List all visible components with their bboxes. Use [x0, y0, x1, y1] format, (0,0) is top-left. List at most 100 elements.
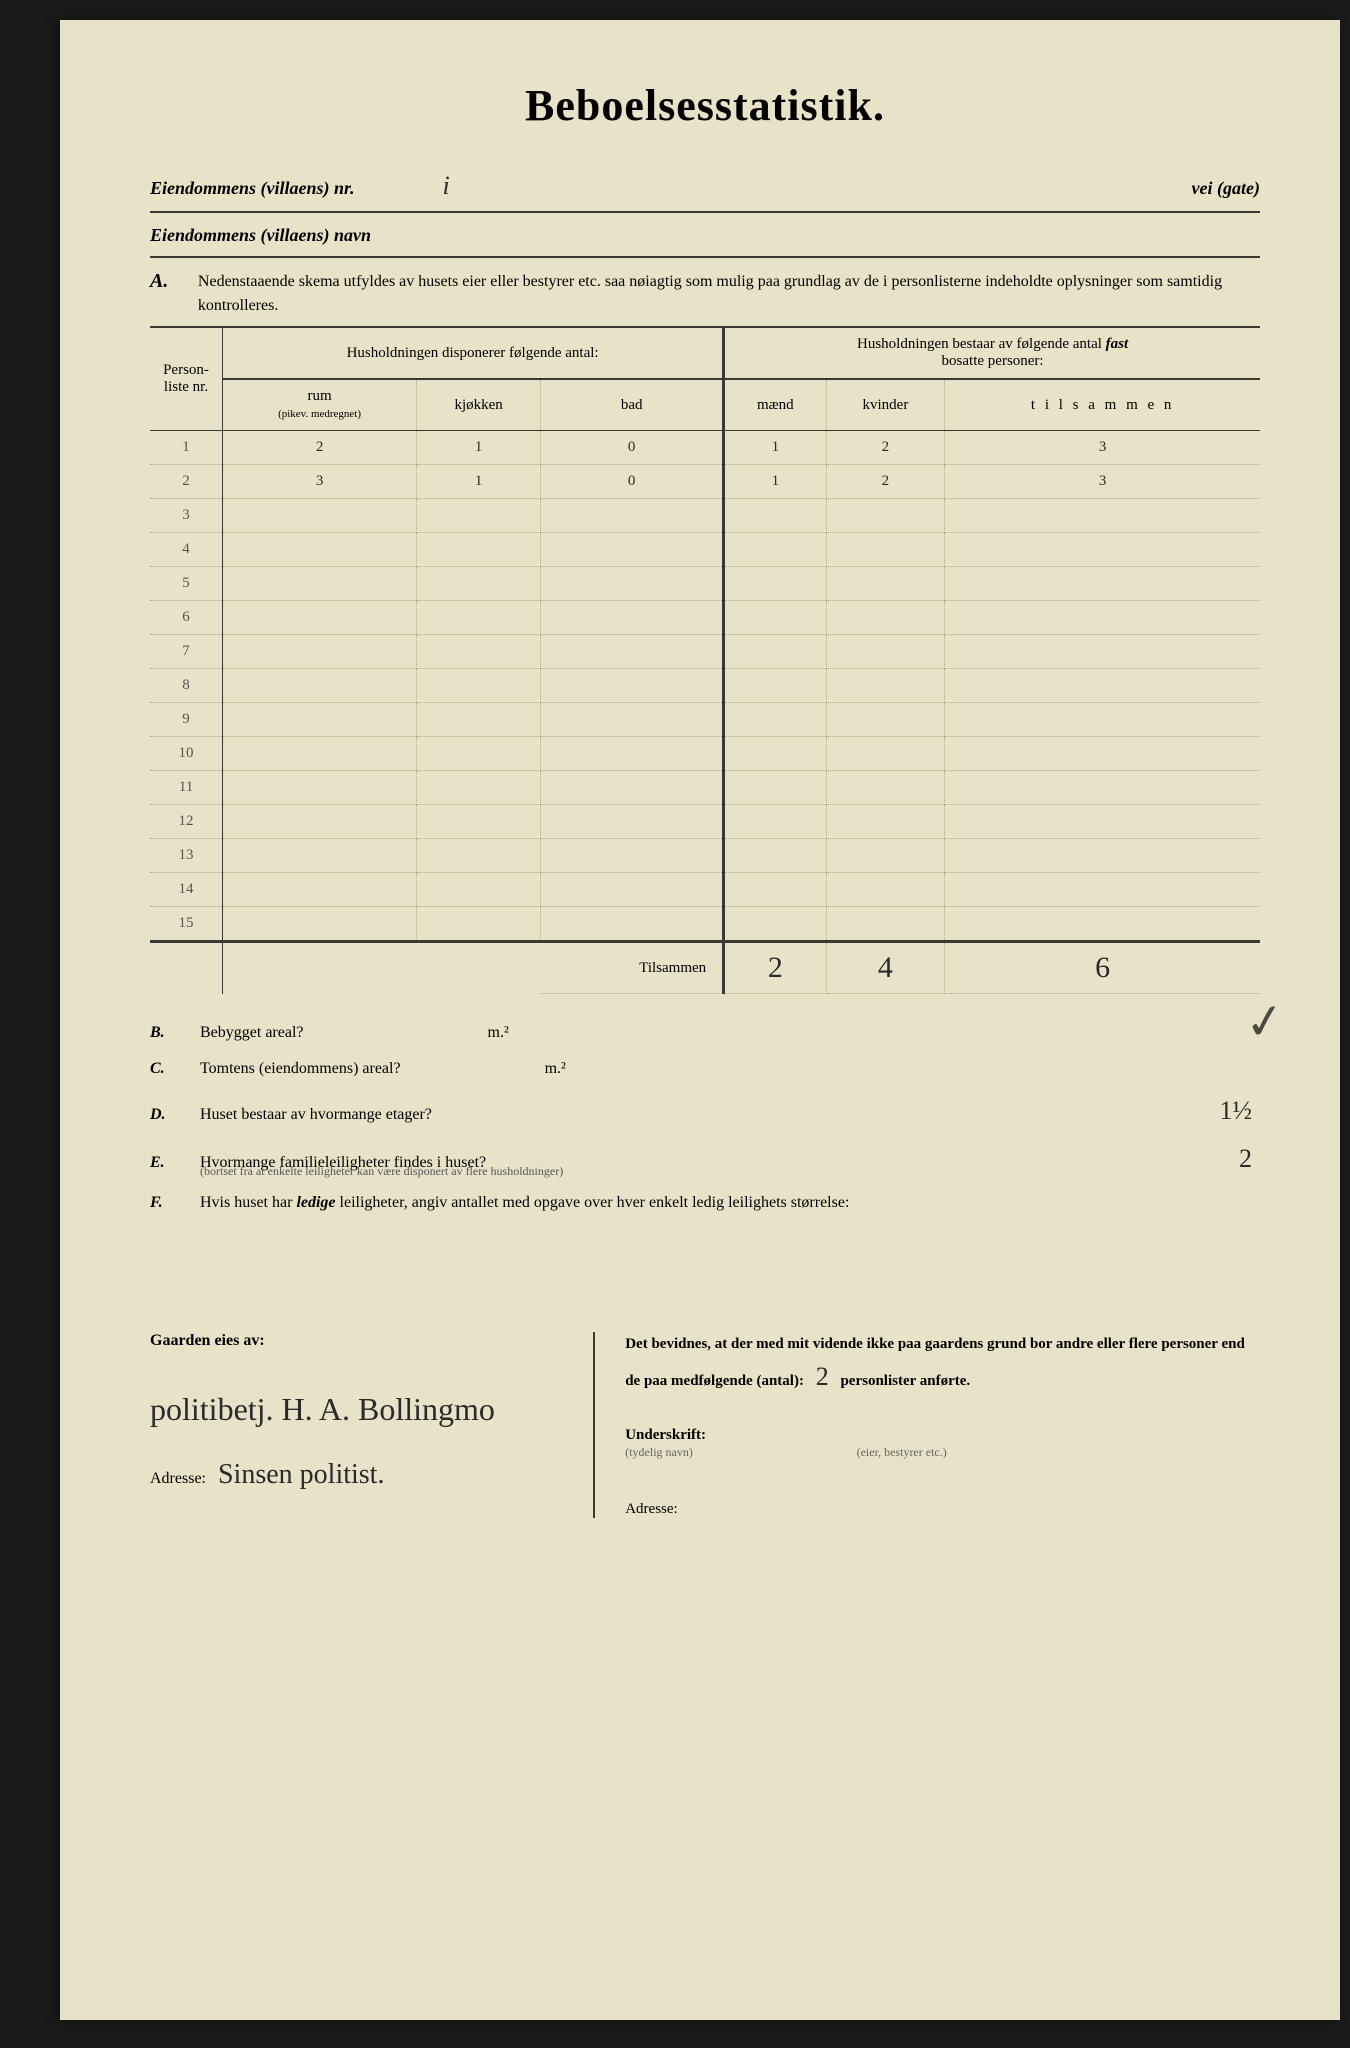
cell-maend	[724, 839, 826, 873]
section-a-instructions: Nedenstaaende skema utfyldes av husets e…	[198, 270, 1260, 318]
cell-tilsammen	[945, 703, 1260, 737]
cell-tilsammen	[945, 499, 1260, 533]
th-personliste: Person-liste nr.	[150, 327, 223, 431]
cell-nr: 13	[150, 839, 223, 873]
cell-rum	[223, 567, 417, 601]
attestation-count: 2	[816, 1362, 829, 1391]
cell-tilsammen	[945, 907, 1260, 942]
cell-nr: 8	[150, 669, 223, 703]
th-maend: mænd	[724, 379, 826, 431]
cell-kjokken	[417, 669, 541, 703]
cell-rum	[223, 805, 417, 839]
th-bad: bad	[541, 379, 724, 431]
cell-maend	[724, 907, 826, 942]
address-value: Sinsen politist.	[218, 1459, 384, 1490]
owned-by-label: Gaarden eies av:	[150, 1332, 573, 1350]
cell-rum	[223, 499, 417, 533]
role-sub: (eier, bestyrer etc.)	[857, 1445, 947, 1459]
section-a-letter: A.	[150, 270, 198, 293]
cell-kvinder	[826, 737, 945, 771]
cell-maend	[724, 873, 826, 907]
th-group-right: Husholdningen bestaar av følgende antal …	[724, 327, 1260, 379]
property-nr-label: Eiendommens (villaens) nr.	[150, 178, 355, 199]
cell-kvinder	[826, 907, 945, 942]
cell-kvinder	[826, 533, 945, 567]
cell-kjokken: 1	[417, 465, 541, 499]
cell-maend	[724, 771, 826, 805]
cell-maend: 1	[724, 465, 826, 499]
cell-rum	[223, 771, 417, 805]
cell-kjokken	[417, 873, 541, 907]
cell-rum	[223, 839, 417, 873]
q-f-letter: F.	[150, 1194, 200, 1212]
cell-kjokken	[417, 533, 541, 567]
table-row: 8	[150, 669, 1260, 703]
cell-nr: 10	[150, 737, 223, 771]
totals-row: Tilsammen 2 4 6	[150, 942, 1260, 994]
th-group-left: Husholdningen disponerer følgende antal:	[223, 327, 724, 379]
property-name-row: Eiendommens (villaens) navn	[150, 225, 1260, 246]
cell-kvinder	[826, 669, 945, 703]
table-row: 12	[150, 805, 1260, 839]
owner-signature: politibetj. H. A. Bollingmo	[150, 1390, 573, 1428]
q-c-text: Tomtens (eiendommens) areal? m.²	[200, 1060, 1260, 1078]
q-c-letter: C.	[150, 1060, 200, 1078]
attestation: Det bevidnes, at der med mit vidende ikk…	[625, 1332, 1260, 1398]
cell-nr: 11	[150, 771, 223, 805]
property-nr-value: i	[443, 171, 450, 201]
cell-maend	[724, 533, 826, 567]
cell-kvinder	[826, 771, 945, 805]
q-b-text: Bebygget areal? m.²	[200, 1024, 1260, 1042]
cell-kjokken	[417, 703, 541, 737]
cell-bad	[541, 567, 724, 601]
cell-nr: 12	[150, 805, 223, 839]
address-label: Adresse:	[150, 1470, 206, 1487]
cell-maend	[724, 499, 826, 533]
table-row: 3	[150, 499, 1260, 533]
cell-kvinder	[826, 805, 945, 839]
cell-bad	[541, 669, 724, 703]
cell-nr: 4	[150, 533, 223, 567]
q-e-answer: 2	[1239, 1144, 1252, 1174]
cell-bad	[541, 703, 724, 737]
property-number-row: Eiendommens (villaens) nr. i vei (gate)	[150, 171, 1260, 201]
cell-bad	[541, 737, 724, 771]
th-rum-label: rum	[307, 388, 331, 404]
th-right-line2: bosatte personer:	[942, 353, 1044, 369]
cell-tilsammen	[945, 567, 1260, 601]
cell-tilsammen	[945, 737, 1260, 771]
cell-bad	[541, 873, 724, 907]
cell-kjokken	[417, 601, 541, 635]
cell-bad	[541, 771, 724, 805]
cell-maend: 1	[724, 431, 826, 465]
th-right-bold: fast	[1106, 336, 1129, 352]
cell-kjokken	[417, 805, 541, 839]
cell-kvinder: 2	[826, 465, 945, 499]
cell-tilsammen: 3	[945, 431, 1260, 465]
underskrift-sub: (tydelig navn)	[625, 1445, 693, 1459]
main-table: Person-liste nr. Husholdningen disponere…	[150, 326, 1260, 994]
th-kjokken: kjøkken	[417, 379, 541, 431]
totals-kvinder: 4	[826, 942, 945, 994]
footer: Gaarden eies av: politibetj. H. A. Bolli…	[150, 1332, 1260, 1519]
cell-kjokken	[417, 635, 541, 669]
cell-tilsammen	[945, 873, 1260, 907]
cell-bad	[541, 907, 724, 942]
th-rum: rum (pikev. medregnet)	[223, 379, 417, 431]
cell-kvinder	[826, 499, 945, 533]
cell-nr: 15	[150, 907, 223, 942]
cell-kjokken	[417, 737, 541, 771]
document-page: Beboelsesstatistik. Eiendommens (villaen…	[60, 20, 1340, 2020]
table-row: 2310123	[150, 465, 1260, 499]
cell-maend	[724, 703, 826, 737]
cell-bad	[541, 839, 724, 873]
cell-nr: 3	[150, 499, 223, 533]
cell-tilsammen	[945, 601, 1260, 635]
cell-rum	[223, 669, 417, 703]
q-c-unit: m.²	[545, 1060, 566, 1077]
cell-rum	[223, 703, 417, 737]
checkmark-icon: ✓	[1241, 991, 1289, 1052]
cell-bad: 0	[541, 465, 724, 499]
cell-bad	[541, 805, 724, 839]
street-label: vei (gate)	[1192, 178, 1260, 199]
